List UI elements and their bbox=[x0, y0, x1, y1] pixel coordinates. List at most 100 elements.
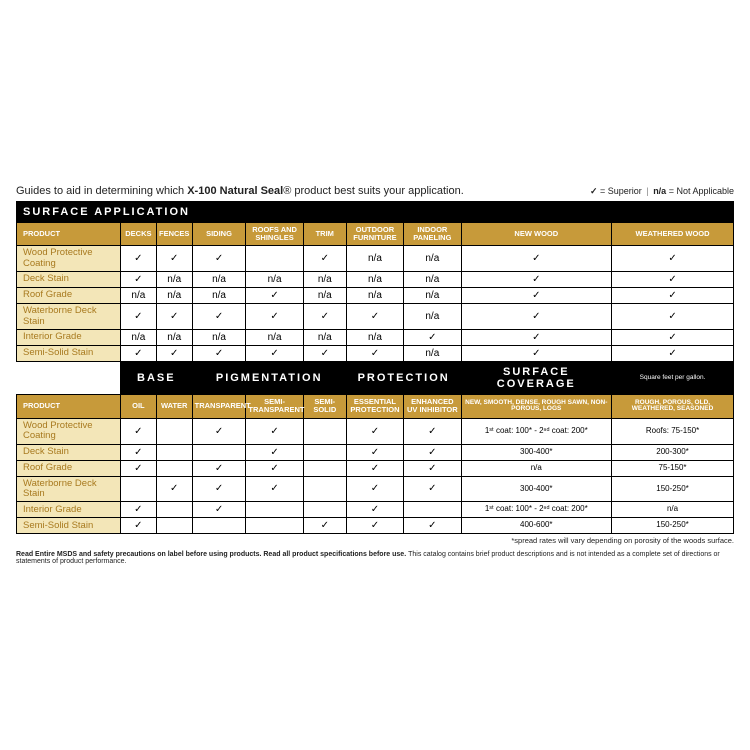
legend: ✓ = Superior | n/a = Not Applicable bbox=[590, 186, 734, 197]
t1-cell-4-8: ✓ bbox=[612, 329, 734, 345]
t1-cell-4-6: ✓ bbox=[404, 329, 461, 345]
table2-body: Wood Protective Coating✓✓✓✓✓1ˢᵗ coat: 10… bbox=[17, 418, 734, 534]
t1-product-4: Interior Grade bbox=[17, 329, 121, 345]
t2-col-1: OIL bbox=[120, 395, 156, 419]
t1-cell-3-6: n/a bbox=[404, 304, 461, 330]
t1-col-4: ROOFS AND SHINGLES bbox=[246, 222, 303, 246]
t1-cell-1-5: n/a bbox=[346, 272, 403, 288]
t2-cell-5-1 bbox=[156, 518, 192, 534]
table1-header-row: PRODUCTDECKSFENCESSIDINGROOFS AND SHINGL… bbox=[17, 222, 734, 246]
t1-cell-2-2: n/a bbox=[192, 288, 246, 304]
t2-col-8: NEW, SMOOTH, DENSE, ROUGH SAWN, NON-PORO… bbox=[461, 395, 612, 419]
legend-na: n/a bbox=[653, 186, 666, 196]
t1-col-3: SIDING bbox=[192, 222, 246, 246]
t1-cell-0-1: ✓ bbox=[156, 246, 192, 272]
t1-cell-5-8: ✓ bbox=[612, 345, 734, 361]
t2-product-2: Roof Grade bbox=[17, 460, 121, 476]
t2-cell-5-4: ✓ bbox=[303, 518, 346, 534]
table2-header-row: PRODUCTOILWATERTRANSPARENTSEMI-TRANSPARE… bbox=[17, 395, 734, 419]
t1-cell-5-4: ✓ bbox=[303, 345, 346, 361]
t2-cov-2-1: 75-150* bbox=[612, 460, 734, 476]
t2-cell-1-0: ✓ bbox=[120, 444, 156, 460]
t2-cell-5-3 bbox=[246, 518, 303, 534]
t2-cell-0-3: ✓ bbox=[246, 418, 303, 444]
t2-cov-0-1: Roofs: 75-150* bbox=[612, 418, 734, 444]
legend-sep: | bbox=[646, 186, 648, 196]
t1-row-1: Deck Stain✓n/an/an/an/an/an/a✓✓ bbox=[17, 272, 734, 288]
t2-cell-0-4 bbox=[303, 418, 346, 444]
t1-cell-1-4: n/a bbox=[303, 272, 346, 288]
t1-cell-2-8: ✓ bbox=[612, 288, 734, 304]
t2-col-0: PRODUCT bbox=[17, 395, 121, 419]
t1-cell-1-6: n/a bbox=[404, 272, 461, 288]
t1-product-5: Semi-Solid Stain bbox=[17, 345, 121, 361]
t2-cell-0-5: ✓ bbox=[346, 418, 403, 444]
header-row: Guides to aid in determining which X-100… bbox=[16, 185, 734, 197]
t2-cov-3-1: 150-250* bbox=[612, 476, 734, 502]
t1-cell-3-3: ✓ bbox=[246, 304, 303, 330]
t1-product-1: Deck Stain bbox=[17, 272, 121, 288]
t1-cell-4-3: n/a bbox=[246, 329, 303, 345]
t2-cell-3-1: ✓ bbox=[156, 476, 192, 502]
sqft-note: Square feet per gallon. bbox=[612, 361, 734, 394]
t1-cell-3-2: ✓ bbox=[192, 304, 246, 330]
page-container: Guides to aid in determining which X-100… bbox=[0, 175, 750, 576]
t1-cell-5-7: ✓ bbox=[461, 345, 612, 361]
t1-cell-4-2: n/a bbox=[192, 329, 246, 345]
t2-cell-2-0: ✓ bbox=[120, 460, 156, 476]
t2-cell-4-4 bbox=[303, 502, 346, 518]
t2-cell-3-5: ✓ bbox=[346, 476, 403, 502]
t2-cell-2-1 bbox=[156, 460, 192, 476]
t2-row-2: Roof Grade✓✓✓✓✓n/a75-150* bbox=[17, 460, 734, 476]
main-table: SURFACE APPLICATION PRODUCTDECKSFENCESSI… bbox=[16, 201, 734, 535]
t2-cell-5-6: ✓ bbox=[404, 518, 461, 534]
t1-cell-2-6: n/a bbox=[404, 288, 461, 304]
t2-cell-4-5: ✓ bbox=[346, 502, 403, 518]
t1-cell-5-1: ✓ bbox=[156, 345, 192, 361]
t1-cell-3-5: ✓ bbox=[346, 304, 403, 330]
section2-title-row: BASE PIGMENTATION PROTECTION SURFACE COV… bbox=[17, 361, 734, 394]
t1-cell-5-5: ✓ bbox=[346, 345, 403, 361]
t1-cell-3-1: ✓ bbox=[156, 304, 192, 330]
intro-prefix: Guides to aid in determining which bbox=[16, 185, 187, 197]
t2-cell-2-5: ✓ bbox=[346, 460, 403, 476]
group-protection: PROTECTION bbox=[346, 361, 461, 394]
t2-cell-3-3: ✓ bbox=[246, 476, 303, 502]
t1-cell-3-0: ✓ bbox=[120, 304, 156, 330]
t2-cell-4-1 bbox=[156, 502, 192, 518]
t2-cov-4-1: n/a bbox=[612, 502, 734, 518]
t2-cell-2-4 bbox=[303, 460, 346, 476]
t1-cell-1-3: n/a bbox=[246, 272, 303, 288]
intro-suffix: product best suits your application. bbox=[291, 185, 463, 197]
legend-check: ✓ bbox=[590, 186, 598, 196]
t1-cell-4-7: ✓ bbox=[461, 329, 612, 345]
t1-cell-2-4: n/a bbox=[303, 288, 346, 304]
t1-col-2: FENCES bbox=[156, 222, 192, 246]
t2-cell-4-6 bbox=[404, 502, 461, 518]
t1-row-0: Wood Protective Coating✓✓✓✓n/an/a✓✓ bbox=[17, 246, 734, 272]
t1-cell-0-4: ✓ bbox=[303, 246, 346, 272]
t1-cell-1-0: ✓ bbox=[120, 272, 156, 288]
t2-cell-5-2 bbox=[192, 518, 246, 534]
t2-row-5: Semi-Solid Stain✓✓✓✓400-600*150-250* bbox=[17, 518, 734, 534]
t1-cell-2-0: n/a bbox=[120, 288, 156, 304]
t1-row-4: Interior Graden/an/an/an/an/an/a✓✓✓ bbox=[17, 329, 734, 345]
group-coverage: SURFACE COVERAGE bbox=[461, 361, 612, 394]
t1-cell-3-8: ✓ bbox=[612, 304, 734, 330]
t1-cell-5-3: ✓ bbox=[246, 345, 303, 361]
t1-cell-4-0: n/a bbox=[120, 329, 156, 345]
t1-cell-1-2: n/a bbox=[192, 272, 246, 288]
t2-cell-0-2: ✓ bbox=[192, 418, 246, 444]
t2-cell-1-4 bbox=[303, 444, 346, 460]
t2-cov-1-0: 300-400* bbox=[461, 444, 612, 460]
t2-row-1: Deck Stain✓✓✓✓300-400*200-300* bbox=[17, 444, 734, 460]
t1-cell-4-5: n/a bbox=[346, 329, 403, 345]
t1-col-0: PRODUCT bbox=[17, 222, 121, 246]
intro-text: Guides to aid in determining which X-100… bbox=[16, 185, 464, 197]
t2-cov-2-0: n/a bbox=[461, 460, 612, 476]
t1-cell-0-6: n/a bbox=[404, 246, 461, 272]
t2-cell-0-0: ✓ bbox=[120, 418, 156, 444]
t2-cell-1-5: ✓ bbox=[346, 444, 403, 460]
t1-cell-3-7: ✓ bbox=[461, 304, 612, 330]
t1-cell-0-0: ✓ bbox=[120, 246, 156, 272]
